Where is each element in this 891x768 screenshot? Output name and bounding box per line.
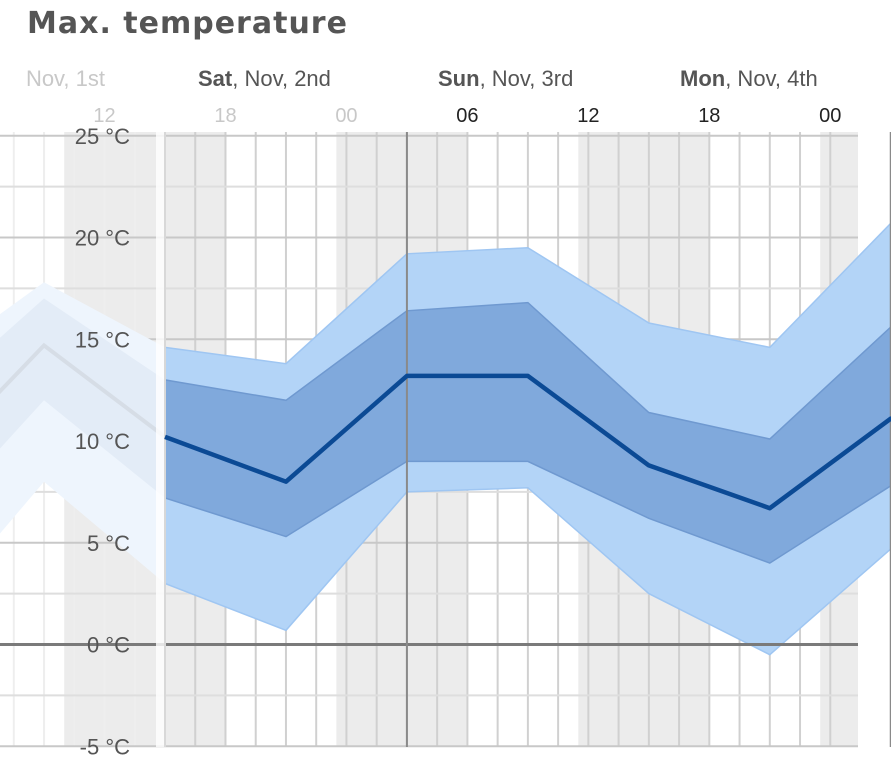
day-label: Mon, Nov, 4th [680, 66, 818, 91]
y-axis-labels: 25 °C 20 °C 15 °C 10 °C 5 °C 0 °C -5 °C [75, 124, 130, 760]
inner-band [164, 301, 891, 564]
hour-label: 18 [698, 105, 720, 127]
label-clip [843, 60, 891, 100]
y-tick-label: 25 °C [75, 124, 130, 149]
day-weekday: Sun [438, 66, 480, 91]
y-tick-label: 15 °C [75, 327, 130, 352]
day-date: , Nov, 2nd [232, 66, 331, 91]
y-tick-label: 20 °C [75, 226, 130, 251]
chart-title: Max. temperature [27, 6, 348, 41]
faded-past-data [0, 282, 167, 584]
day-weekday: Mon [680, 66, 725, 91]
forecast-bands [164, 222, 891, 656]
y-tick-label: 0 °C [87, 633, 130, 658]
hour-label: 12 [577, 105, 599, 127]
faded-median-line [0, 342, 167, 439]
day-date: , Nov, 4th [725, 66, 818, 91]
hour-label: 06 [456, 105, 478, 127]
day-label: Sun, Nov, 3rd [438, 66, 573, 91]
median-line-group [164, 373, 891, 511]
hour-label: 00 [335, 105, 357, 127]
day-weekday: Sat [198, 66, 233, 91]
day-date: , Nov, 3rd [480, 66, 574, 91]
x-axis-labels: Nov, 1st Sat, Nov, 2nd Sun, Nov, 3rd Mon, N… [26, 60, 891, 127]
y-tick-label: -5 °C [80, 734, 130, 759]
day-label: Nov, 1st [26, 66, 105, 91]
median-line [164, 373, 891, 511]
day-label: Sat, Nov, 2nd [198, 66, 331, 91]
y-tick-label: 5 °C [87, 531, 130, 556]
hour-label: 00 [819, 105, 841, 127]
y-tick-label: 10 °C [75, 429, 130, 454]
faded-divider [156, 132, 164, 747]
hour-label: 12 [93, 105, 115, 127]
day-date: Nov, 1st [26, 66, 105, 91]
hour-label: 18 [214, 105, 236, 127]
